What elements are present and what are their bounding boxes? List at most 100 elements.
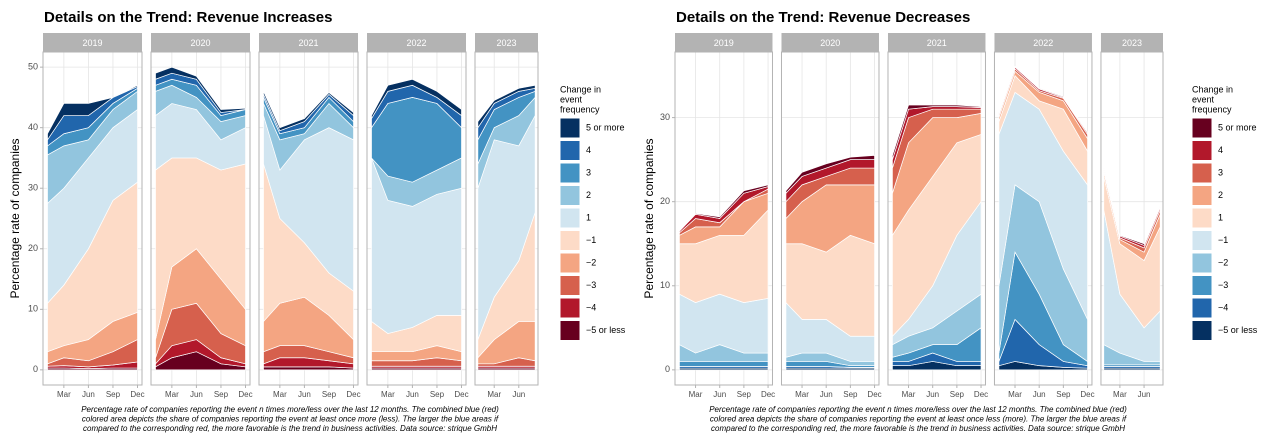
y-tick-label: 30 bbox=[28, 183, 38, 193]
facet-strip bbox=[887, 33, 986, 52]
x-tick-label: Sep bbox=[106, 390, 121, 399]
facet-strip bbox=[259, 33, 358, 52]
area bbox=[263, 91, 354, 132]
legend-key bbox=[1191, 297, 1213, 319]
legend-key bbox=[559, 297, 581, 319]
legend-key bbox=[1191, 117, 1213, 139]
area bbox=[47, 84, 138, 141]
y-axis-label: Percentage rate of companies bbox=[642, 138, 656, 298]
x-tick-label: Mar bbox=[487, 390, 501, 399]
facet-strip bbox=[367, 33, 466, 52]
x-tick-label: Dec bbox=[454, 390, 468, 399]
legend-label: −2 bbox=[586, 257, 596, 267]
legend-label: 5 or more bbox=[586, 122, 625, 132]
legend-label: 2 bbox=[586, 190, 591, 200]
x-tick-label: Jun bbox=[713, 390, 726, 399]
facet-label: 2019 bbox=[82, 38, 102, 48]
caption: Percentage rate of companies reporting t… bbox=[81, 405, 499, 414]
panel-border bbox=[366, 51, 467, 386]
legend-key bbox=[559, 140, 581, 161]
legend-key bbox=[1191, 185, 1213, 206]
facet-label: 2021 bbox=[298, 38, 318, 48]
y-tick-label: 0 bbox=[33, 364, 38, 374]
x-tick-label: Jun bbox=[1033, 390, 1046, 399]
facet-strip bbox=[475, 33, 538, 52]
x-tick-label: Jun bbox=[82, 390, 95, 399]
x-tick-label: Dec bbox=[867, 390, 881, 399]
x-tick-label: Dec bbox=[1080, 390, 1094, 399]
facet-label: 2022 bbox=[1033, 38, 1053, 48]
legend-title: frequency bbox=[1192, 104, 1232, 114]
legend-label: −5 or less bbox=[586, 325, 626, 335]
facet-label: 2023 bbox=[496, 38, 516, 48]
legend-title: Change in bbox=[560, 84, 601, 94]
x-tick-label: Sep bbox=[843, 390, 858, 399]
x-tick-label: Mar bbox=[689, 390, 703, 399]
legend-key bbox=[559, 207, 581, 229]
legend-key bbox=[1191, 320, 1213, 341]
panel-border bbox=[42, 51, 143, 386]
panel-border bbox=[780, 51, 880, 386]
legend-key bbox=[1191, 230, 1213, 251]
legend-key bbox=[559, 252, 581, 274]
x-tick-label: Dec bbox=[130, 390, 144, 399]
legend-label: −2 bbox=[1218, 257, 1228, 267]
facet-label: 2020 bbox=[820, 38, 840, 48]
facet-label: 2021 bbox=[927, 38, 947, 48]
legend-key bbox=[1191, 140, 1213, 161]
x-tick-label: Mar bbox=[381, 390, 395, 399]
legend-label: −1 bbox=[586, 235, 596, 245]
facet-strip bbox=[675, 33, 773, 52]
chart-title: Details on the Trend: Revenue Increases bbox=[44, 9, 332, 26]
x-tick-label: Mar bbox=[57, 390, 71, 399]
legend-label: −4 bbox=[1218, 302, 1228, 312]
panel-border bbox=[887, 51, 986, 386]
x-tick-label: Sep bbox=[950, 390, 965, 399]
legend-key bbox=[559, 162, 581, 184]
facet-strip bbox=[1100, 33, 1163, 52]
facet-strip bbox=[151, 33, 250, 52]
x-tick-label: Mar bbox=[165, 390, 179, 399]
legend-key bbox=[1191, 252, 1213, 274]
y-tick-label: 30 bbox=[660, 112, 670, 122]
y-axis-label: Percentage rate of companies bbox=[8, 138, 22, 298]
y-tick-label: 40 bbox=[28, 122, 38, 132]
area bbox=[371, 78, 462, 120]
legend-label: 5 or more bbox=[1218, 122, 1257, 132]
legend-label: −5 or less bbox=[1218, 325, 1258, 335]
legend-key bbox=[559, 185, 581, 206]
facet-label: 2023 bbox=[1122, 38, 1142, 48]
area bbox=[785, 155, 875, 195]
legend-title: frequency bbox=[560, 104, 600, 114]
legend-key bbox=[1191, 207, 1213, 229]
chart-title: Details on the Trend: Revenue Decreases bbox=[676, 9, 970, 26]
facet-label: 2019 bbox=[714, 38, 734, 48]
panel-border bbox=[674, 51, 773, 386]
facet-strip bbox=[43, 33, 142, 52]
legend-label: −1 bbox=[1218, 235, 1228, 245]
x-tick-label: Dec bbox=[238, 390, 252, 399]
x-tick-label: Sep bbox=[737, 390, 752, 399]
legend-label: −3 bbox=[586, 280, 596, 290]
area bbox=[998, 65, 1088, 134]
area bbox=[679, 293, 769, 354]
facet-strip bbox=[781, 33, 879, 52]
legend-key bbox=[559, 275, 581, 296]
x-tick-label: Sep bbox=[322, 390, 337, 399]
x-tick-label: Mar bbox=[902, 390, 916, 399]
legend-key bbox=[1191, 275, 1213, 296]
area bbox=[155, 66, 246, 113]
y-tick-label: 10 bbox=[28, 304, 38, 314]
y-tick-label: 0 bbox=[665, 364, 670, 374]
x-tick-label: Sep bbox=[1056, 390, 1071, 399]
x-tick-label: Jun bbox=[512, 390, 525, 399]
y-tick-label: 20 bbox=[660, 196, 670, 206]
y-tick-label: 10 bbox=[660, 280, 670, 290]
area bbox=[892, 104, 982, 160]
legend-label: 4 bbox=[586, 145, 591, 155]
panel-border bbox=[258, 51, 359, 386]
y-tick-label: 20 bbox=[28, 243, 38, 253]
x-tick-label: Dec bbox=[761, 390, 775, 399]
